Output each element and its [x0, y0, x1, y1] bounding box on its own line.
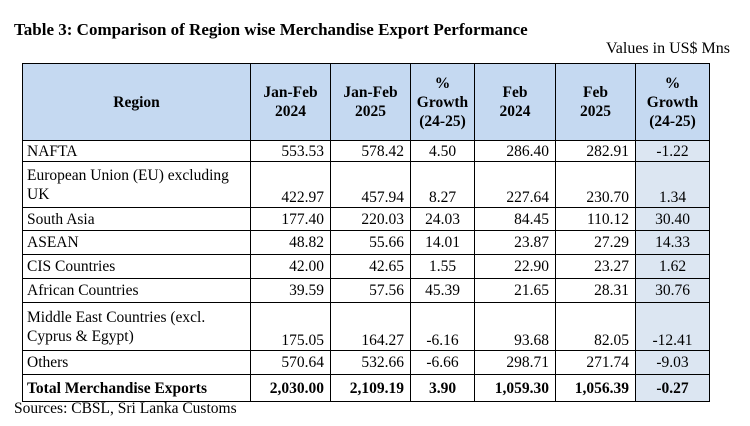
- total-label: Total Merchandise Exports: [22, 374, 251, 402]
- table-row: African Countries 39.59 57.56 45.39 21.6…: [22, 278, 710, 303]
- header-region: Region: [22, 63, 251, 141]
- region-cell: Others: [22, 350, 251, 375]
- growth-janfeb-cell: 45.39: [410, 278, 475, 303]
- janfeb-2025-cell: 220.03: [330, 207, 411, 231]
- janfeb-2024-cell: 422.97: [250, 161, 331, 208]
- header-janfeb-2024: Jan-Feb 2024: [250, 63, 331, 141]
- region-cell: NAFTA: [22, 140, 251, 162]
- region-cell: Middle East Countries (excl. Cyprus & Egy…: [22, 302, 251, 351]
- total-growth-feb: -0.27: [635, 374, 710, 402]
- growth-feb-cell: 30.76: [635, 278, 710, 303]
- janfeb-2024-cell: 177.40: [250, 207, 331, 231]
- region-cell: European Union (EU) excluding UK: [22, 161, 251, 208]
- table-row: ASEAN 48.82 55.66 14.01 23.87 27.29 14.3…: [22, 230, 710, 255]
- export-table: Region Jan-Feb 2024 Jan-Feb 2025 % Growth (2…: [22, 63, 710, 402]
- growth-feb-cell: 14.33: [635, 230, 710, 255]
- feb-2025-cell: 271.74: [555, 350, 636, 375]
- feb-2025-cell: 230.70: [555, 161, 636, 208]
- header-row: Region Jan-Feb 2024 Jan-Feb 2025 % Growth (2…: [22, 63, 710, 141]
- table-row: CIS Countries 42.00 42.65 1.55 22.90 23.…: [22, 254, 710, 279]
- growth-feb-cell: -1.22: [635, 140, 710, 162]
- header-growth-feb: % Growth (24-25): [635, 63, 710, 141]
- growth-janfeb-cell: -6.66: [410, 350, 475, 375]
- feb-2025-cell: 23.27: [555, 254, 636, 279]
- table-row: NAFTA 553.53 578.42 4.50 286.40 282.91 -…: [22, 140, 710, 162]
- feb-2024-cell: 298.71: [474, 350, 556, 375]
- feb-2024-cell: 93.68: [474, 302, 556, 351]
- growth-feb-cell: 1.62: [635, 254, 710, 279]
- table-row: Others 570.64 532.66 -6.66 298.71 271.74…: [22, 350, 710, 375]
- header-feb-2024: Feb 2024: [474, 63, 556, 141]
- feb-2024-cell: 227.64: [474, 161, 556, 208]
- janfeb-2024-cell: 42.00: [250, 254, 331, 279]
- total-janfeb-2025: 2,109.19: [330, 374, 411, 402]
- feb-2024-cell: 286.40: [474, 140, 556, 162]
- janfeb-2024-cell: 570.64: [250, 350, 331, 375]
- header-janfeb-2025: Jan-Feb 2025: [330, 63, 411, 141]
- total-feb-2024: 1,059.30: [474, 374, 556, 402]
- janfeb-2024-cell: 553.53: [250, 140, 331, 162]
- growth-janfeb-cell: 4.50: [410, 140, 475, 162]
- feb-2024-cell: 84.45: [474, 207, 556, 231]
- table-row: South Asia 177.40 220.03 24.03 84.45 110…: [22, 207, 710, 231]
- growth-janfeb-cell: 14.01: [410, 230, 475, 255]
- growth-janfeb-cell: 24.03: [410, 207, 475, 231]
- janfeb-2024-cell: 39.59: [250, 278, 331, 303]
- feb-2025-cell: 27.29: [555, 230, 636, 255]
- growth-feb-cell: -12.41: [635, 302, 710, 351]
- janfeb-2025-cell: 578.42: [330, 140, 411, 162]
- growth-feb-cell: -9.03: [635, 350, 710, 375]
- region-cell: ASEAN: [22, 230, 251, 255]
- growth-janfeb-cell: 8.27: [410, 161, 475, 208]
- feb-2024-cell: 22.90: [474, 254, 556, 279]
- total-row: Total Merchandise Exports 2,030.00 2,109…: [22, 374, 710, 402]
- feb-2025-cell: 82.05: [555, 302, 636, 351]
- header-growth-janfeb: % Growth (24-25): [410, 63, 475, 141]
- feb-2024-cell: 21.65: [474, 278, 556, 303]
- header-feb-2025: Feb 2025: [555, 63, 636, 141]
- total-janfeb-2024: 2,030.00: [250, 374, 331, 402]
- growth-feb-cell: 1.34: [635, 161, 710, 208]
- feb-2025-cell: 28.31: [555, 278, 636, 303]
- growth-feb-cell: 30.40: [635, 207, 710, 231]
- janfeb-2025-cell: 55.66: [330, 230, 411, 255]
- janfeb-2025-cell: 57.56: [330, 278, 411, 303]
- total-feb-2025: 1,056.39: [555, 374, 636, 402]
- region-cell: South Asia: [22, 207, 251, 231]
- feb-2024-cell: 23.87: [474, 230, 556, 255]
- table-title: Table 3: Comparison of Region wise Merch…: [14, 20, 528, 39]
- total-growth-janfeb: 3.90: [410, 374, 475, 402]
- janfeb-2025-cell: 457.94: [330, 161, 411, 208]
- janfeb-2025-cell: 42.65: [330, 254, 411, 279]
- janfeb-2025-cell: 532.66: [330, 350, 411, 375]
- region-cell: CIS Countries: [22, 254, 251, 279]
- region-cell: African Countries: [22, 278, 251, 303]
- sources-note: Sources: CBSL, Sri Lanka Customs: [14, 400, 237, 417]
- growth-janfeb-cell: 1.55: [410, 254, 475, 279]
- feb-2025-cell: 110.12: [555, 207, 636, 231]
- janfeb-2024-cell: 48.82: [250, 230, 331, 255]
- units-note: Values in US$ Mns: [605, 40, 730, 57]
- table-row: Middle East Countries (excl. Cyprus & Egy…: [22, 302, 710, 351]
- janfeb-2024-cell: 175.05: [250, 302, 331, 351]
- feb-2025-cell: 282.91: [555, 140, 636, 162]
- table-row: European Union (EU) excluding UK 422.97 4…: [22, 161, 710, 208]
- janfeb-2025-cell: 164.27: [330, 302, 411, 351]
- growth-janfeb-cell: -6.16: [410, 302, 475, 351]
